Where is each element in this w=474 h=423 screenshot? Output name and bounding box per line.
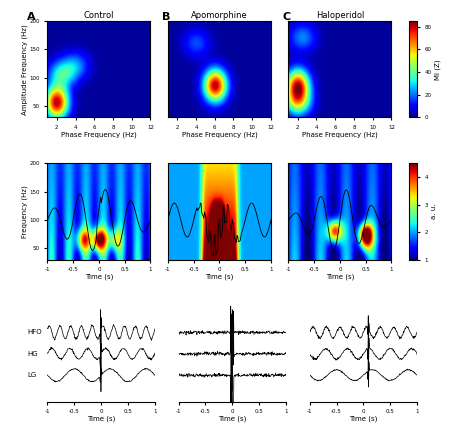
Text: A: A [27, 11, 36, 22]
Y-axis label: Frequency (Hz): Frequency (Hz) [21, 185, 28, 238]
X-axis label: Time (s): Time (s) [326, 274, 354, 280]
Y-axis label: Amplitude Frequency (Hz): Amplitude Frequency (Hz) [21, 24, 28, 115]
X-axis label: Time (s): Time (s) [349, 416, 378, 423]
Text: LG: LG [27, 372, 36, 378]
Title: Control: Control [84, 11, 114, 20]
X-axis label: Phase Frequency (Hz): Phase Frequency (Hz) [182, 131, 257, 138]
X-axis label: Phase Frequency (Hz): Phase Frequency (Hz) [61, 131, 137, 138]
X-axis label: Time (s): Time (s) [218, 416, 246, 423]
Text: HG: HG [27, 351, 37, 357]
Y-axis label: a. u.: a. u. [431, 204, 437, 219]
Text: B: B [162, 11, 170, 22]
Text: C: C [282, 11, 291, 22]
Text: HFO: HFO [27, 330, 42, 335]
X-axis label: Time (s): Time (s) [205, 274, 234, 280]
X-axis label: Phase Frequency (Hz): Phase Frequency (Hz) [302, 131, 378, 138]
Y-axis label: MI (Z): MI (Z) [435, 59, 441, 80]
Title: Apomorphine: Apomorphine [191, 11, 248, 20]
X-axis label: Time (s): Time (s) [85, 274, 113, 280]
Title: Haloperidol: Haloperidol [316, 11, 364, 20]
X-axis label: Time (s): Time (s) [87, 416, 115, 423]
